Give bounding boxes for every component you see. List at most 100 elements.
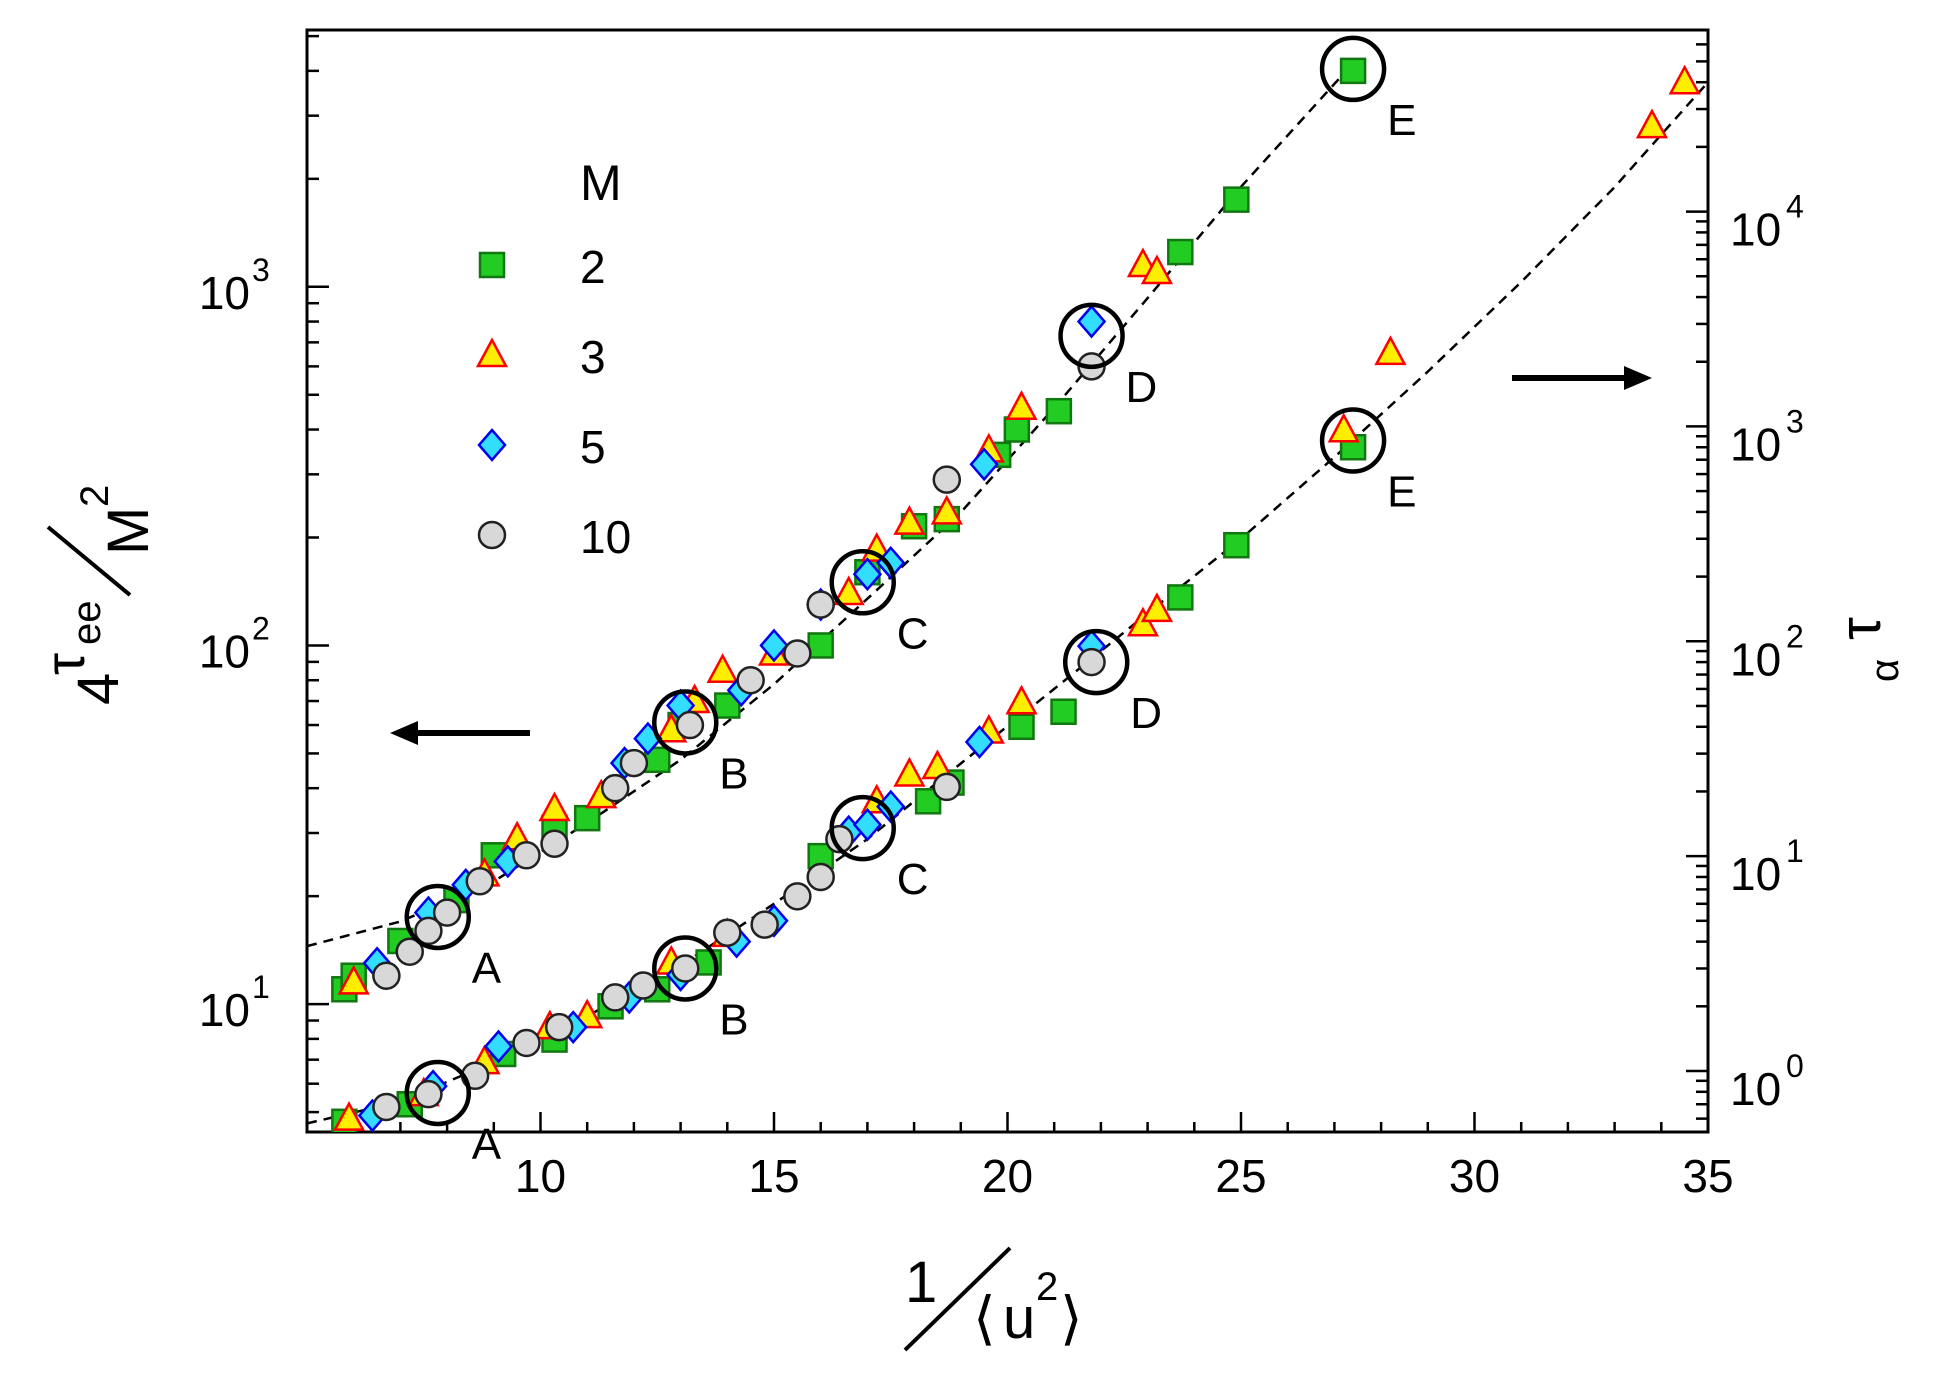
point-M10-left bbox=[395, 937, 424, 966]
svg-text:10: 10 bbox=[199, 625, 250, 677]
svg-text:10: 10 bbox=[199, 267, 250, 319]
point-M10-right bbox=[783, 882, 812, 911]
point-M10-right bbox=[806, 862, 835, 892]
highlight-ring-E bbox=[1319, 35, 1387, 103]
point-M3-right bbox=[332, 1101, 366, 1131]
point-M5-left bbox=[1076, 304, 1107, 339]
point-M10-left bbox=[600, 773, 630, 803]
svg-text:4: 4 bbox=[1786, 189, 1804, 225]
legend-label-3: 3 bbox=[580, 331, 606, 383]
y-left-tick-label: 10 3 bbox=[199, 252, 270, 319]
fit-curve-right bbox=[307, 81, 1708, 1125]
point-M3-right bbox=[1327, 412, 1360, 443]
point-M2-left bbox=[714, 692, 741, 719]
point-M2-left bbox=[1167, 238, 1194, 266]
highlight-label-C: C bbox=[897, 855, 929, 904]
y-right-tick-label: 10 3 bbox=[1730, 403, 1804, 470]
fit-curve-left bbox=[307, 62, 1355, 948]
svg-text:1: 1 bbox=[252, 969, 270, 1005]
point-M2-left bbox=[807, 632, 834, 659]
y-left-axis-title: 4 τ ee M 2 bbox=[33, 485, 161, 705]
svg-text:2: 2 bbox=[252, 610, 270, 646]
point-M10-right bbox=[600, 983, 630, 1012]
right-arrow bbox=[1512, 366, 1652, 390]
y-left-tick-label: 10 1 bbox=[199, 969, 270, 1036]
highlight-ring-C bbox=[829, 794, 896, 862]
plot-frame bbox=[305, 28, 1710, 1134]
x-tick-label: 35 bbox=[1682, 1150, 1733, 1202]
highlight-ring-B bbox=[652, 935, 719, 1002]
point-M10-left bbox=[736, 665, 765, 695]
legend-marker-5 bbox=[477, 428, 507, 462]
point-M5-right bbox=[483, 1029, 514, 1064]
point-M5-left bbox=[852, 557, 883, 592]
legend-title: M bbox=[580, 155, 622, 211]
point-M2-left bbox=[1003, 416, 1031, 443]
point-M10-right bbox=[750, 910, 779, 939]
highlight-label-C: C bbox=[897, 609, 929, 658]
y-left-title-pow: 2 bbox=[73, 485, 117, 507]
highlight-label-E: E bbox=[1387, 467, 1416, 516]
point-M5-right bbox=[852, 807, 883, 842]
x-tick-label: 15 bbox=[748, 1150, 799, 1202]
highlight-ring-A bbox=[404, 883, 472, 951]
x-tick-label: 30 bbox=[1449, 1150, 1500, 1202]
point-M5-left bbox=[969, 447, 999, 482]
svg-text:2: 2 bbox=[1786, 618, 1804, 654]
point-M2-left bbox=[1223, 186, 1250, 213]
highlight-ring-D bbox=[1062, 628, 1130, 696]
axis-ticks bbox=[305, 28, 1710, 1132]
point-M3-right bbox=[1140, 592, 1174, 623]
x-title-u: u bbox=[1003, 1286, 1035, 1351]
y-right-tick-label: 10 2 bbox=[1730, 618, 1804, 685]
point-M2-right bbox=[1223, 531, 1250, 559]
highlight-ring-C bbox=[829, 549, 896, 616]
legend-marker-3 bbox=[475, 337, 509, 368]
y-left-title-tau: τ bbox=[33, 653, 96, 675]
x-title-langle: ⟨ bbox=[973, 1286, 996, 1351]
svg-text:10: 10 bbox=[1730, 848, 1781, 900]
y-right-title-tau: τ bbox=[1828, 617, 1893, 640]
legend-marker-2 bbox=[478, 251, 506, 279]
highlight-ring-A bbox=[404, 1059, 472, 1127]
point-M3-right bbox=[1374, 335, 1407, 366]
highlight-label-B: B bbox=[719, 749, 748, 798]
point-M10-left bbox=[783, 639, 812, 668]
point-M10-left bbox=[432, 898, 462, 927]
point-M10-right bbox=[932, 772, 962, 802]
legend-marker-10 bbox=[477, 520, 507, 550]
y-left-title-denom: M bbox=[96, 507, 161, 555]
point-M3-right bbox=[1126, 606, 1160, 637]
point-M3-right bbox=[1635, 108, 1669, 139]
svg-text:10: 10 bbox=[1730, 418, 1781, 470]
point-M10-right bbox=[372, 1092, 401, 1122]
point-M10-right bbox=[713, 918, 742, 947]
point-M10-left bbox=[675, 710, 705, 740]
legend-label-2: 2 bbox=[580, 241, 606, 293]
y-left-title-sub: ee bbox=[65, 601, 109, 646]
point-M3-left bbox=[930, 494, 963, 525]
point-M10-left bbox=[465, 867, 495, 896]
y-right-axis-title: τ α bbox=[1828, 617, 1907, 682]
y-right-tick-label: 10 4 bbox=[1730, 189, 1804, 256]
point-M2-right bbox=[1050, 698, 1077, 725]
point-M3-right bbox=[1005, 684, 1038, 715]
point-M10-right bbox=[414, 1079, 443, 1109]
point-M3-left bbox=[832, 575, 865, 606]
highlight-ring-D bbox=[1058, 302, 1125, 370]
legend: M 2 3 5 10 bbox=[475, 155, 631, 563]
x-title-exponent: 2 bbox=[1036, 1265, 1058, 1309]
point-M10-left bbox=[414, 916, 443, 946]
svg-text:3: 3 bbox=[252, 252, 270, 288]
highlight-label-A: A bbox=[472, 944, 502, 993]
point-M3-left bbox=[1140, 254, 1174, 285]
point-M10-right bbox=[671, 954, 700, 983]
point-M2-left bbox=[573, 804, 601, 832]
x-title-rangle: ⟩ bbox=[1060, 1286, 1083, 1351]
point-M3-right bbox=[893, 756, 926, 787]
highlight-ring-B bbox=[652, 689, 719, 756]
highlight-label-D: D bbox=[1126, 363, 1158, 412]
point-M5-right bbox=[964, 725, 995, 759]
point-M3-left bbox=[1005, 390, 1038, 421]
